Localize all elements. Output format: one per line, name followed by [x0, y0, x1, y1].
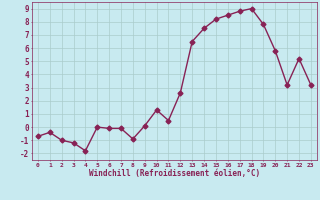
- X-axis label: Windchill (Refroidissement éolien,°C): Windchill (Refroidissement éolien,°C): [89, 169, 260, 178]
